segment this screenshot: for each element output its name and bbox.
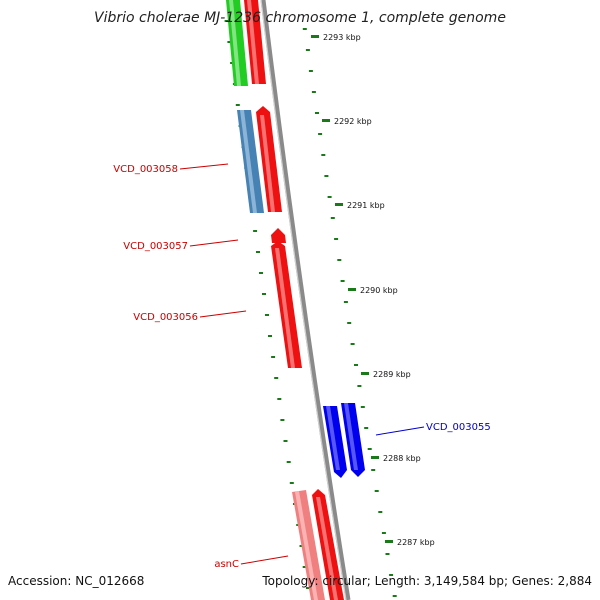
track-tick [318,133,323,135]
track-tick [392,595,397,597]
gene-label[interactable]: VCD_003055 [426,422,491,433]
scale-label: 2293 kbp [323,33,361,42]
track-tick [235,104,240,106]
track-tick [350,343,355,345]
track-tick [385,553,390,555]
track-tick [364,427,369,429]
track-tick [277,398,282,400]
scale-labels: 2293 kbp 2292 kbp 2291 kbp 2290 kbp 2289 kbp… [311,33,435,547]
track-tick [371,469,376,471]
outer-dotted-track [302,28,397,597]
track-tick [357,385,362,387]
scale-tick [322,119,330,122]
track-tick [340,280,345,282]
features-group [226,0,365,600]
genome-summary-text: Topology: circular; Length: 3,149,584 bp… [262,574,592,588]
scale-label: 2288 kbp [383,454,421,463]
track-tick [337,259,342,261]
scale-label: 2290 kbp [360,286,398,295]
track-tick [280,419,285,421]
gene-leader-line [189,239,239,247]
feature-red-top[interactable] [244,0,266,84]
scale-tick [348,288,356,291]
track-tick [305,49,310,51]
track-tick [274,377,279,379]
track-tick [330,217,335,219]
track-tick [256,251,260,253]
accession-text: Accession: NC_012668 [8,574,145,588]
scale-tick [385,540,393,543]
gene-leader-line [240,555,289,565]
track-tick [354,364,358,366]
scale-label: 2291 kbp [347,201,385,210]
track-tick [343,301,348,303]
track-tick [259,272,263,274]
feature-steelblue[interactable] [237,110,264,213]
track-tick [306,587,310,589]
gene-label[interactable]: VCD_003057 [123,241,188,252]
feature-red-arrow-small[interactable] [271,228,286,243]
track-tick [262,293,266,295]
track-tick [302,28,307,30]
track-tick [334,238,339,240]
scale-label: 2287 kbp [397,538,435,547]
track-tick [283,440,288,442]
track-tick [327,196,332,198]
genome-backbone-highlight [260,0,347,600]
track-tick [227,41,232,43]
track-tick [253,230,258,232]
track-tick [311,91,316,93]
track-tick [224,20,229,22]
scale-tick [335,203,343,206]
track-tick [268,335,272,337]
gene-leader-line [199,310,247,318]
scale-label: 2289 kbp [373,370,411,379]
page-title: Vibrio cholerae MJ-1236 chromosome 1, co… [94,10,506,26]
gene-label[interactable]: asnC [214,559,239,570]
track-tick [302,566,307,568]
track-tick [315,112,319,114]
track-tick [324,175,329,177]
feature-red-2[interactable] [256,106,282,212]
feature-red-bottom[interactable] [312,489,344,600]
scale-tick [371,456,379,459]
gene-labels: VCD_003058 VCD_003057 VCD_003056 VCD_003055… [113,163,491,570]
feature-green-top[interactable] [226,0,248,86]
gene-label[interactable]: VCD_003058 [113,164,178,175]
track-tick [308,70,313,72]
feature-red-long[interactable] [271,241,302,368]
gene-leader-line [375,426,425,436]
gene-label[interactable]: VCD_003056 [133,312,198,323]
track-tick [360,406,365,408]
gene-leader-line [179,163,229,170]
feature-blue-1[interactable] [323,406,347,478]
track-tick [367,448,372,450]
track-tick [286,461,291,463]
track-tick [265,314,269,316]
scale-label: 2292 kbp [334,117,372,126]
track-tick [321,154,326,156]
track-tick [374,490,379,492]
scale-tick [311,35,319,38]
track-tick [378,511,383,513]
track-tick [289,482,294,484]
track-tick [347,322,352,324]
feature-blue-2[interactable] [341,403,365,477]
track-tick [389,574,394,576]
backbone-group [260,0,351,600]
scale-tick [361,372,369,375]
feature-pink[interactable] [292,490,325,600]
genome-backbone [260,0,351,600]
track-tick [381,532,386,534]
track-tick [271,356,276,358]
